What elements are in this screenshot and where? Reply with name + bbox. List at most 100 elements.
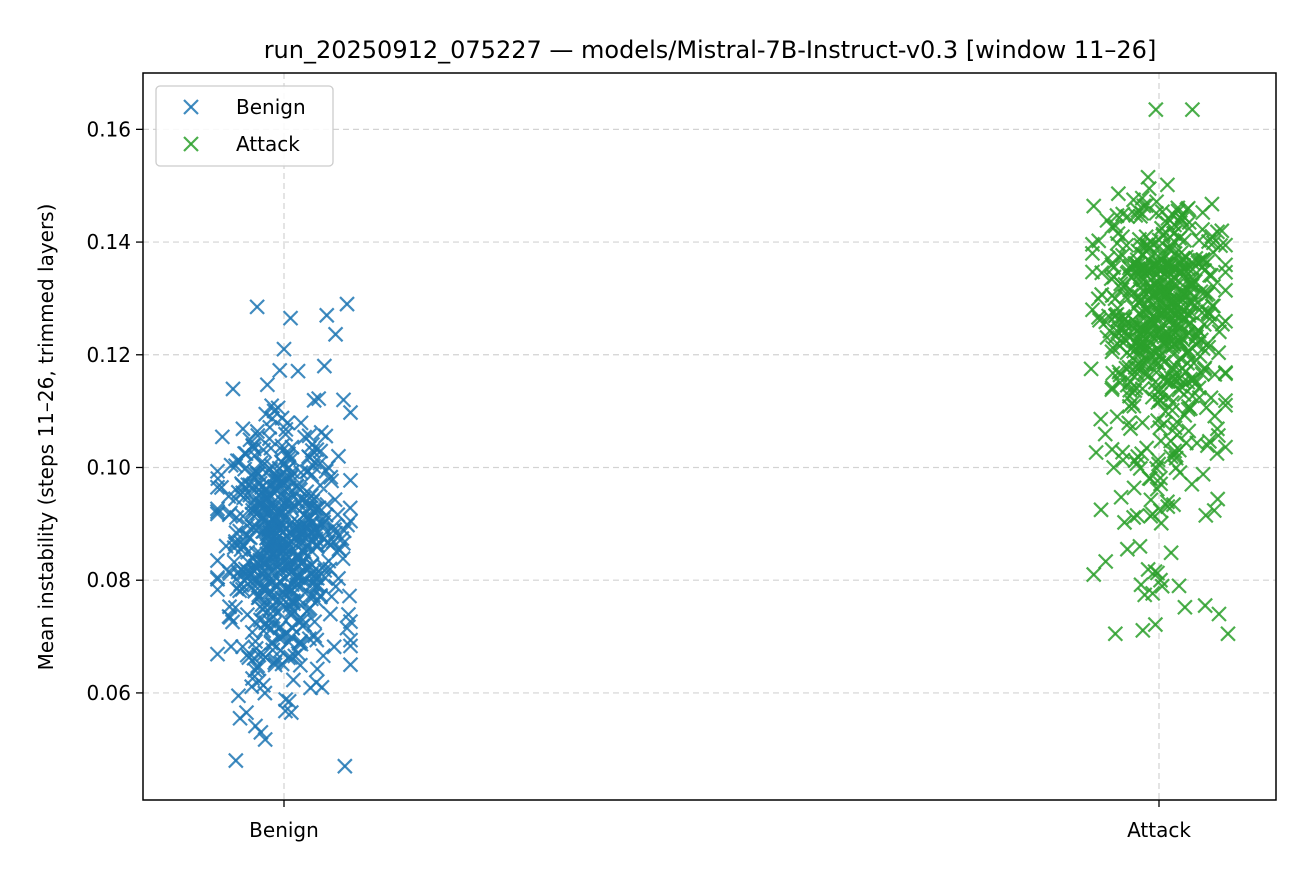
data-point-benign <box>268 578 284 595</box>
data-point-benign <box>235 421 251 437</box>
data-point-benign <box>257 685 273 701</box>
data-point-benign <box>340 606 357 623</box>
legend-label-attack: Attack <box>236 132 300 156</box>
data-point-attack <box>1200 233 1217 250</box>
data-point-attack <box>1088 444 1104 461</box>
data-point-attack <box>1172 350 1188 367</box>
data-point-benign <box>293 415 309 431</box>
data-point-attack <box>1214 223 1230 239</box>
data-point-benign <box>263 397 280 414</box>
data-point-attack <box>1094 265 1110 281</box>
data-point-attack <box>1118 289 1134 305</box>
data-point-attack <box>1209 491 1226 507</box>
data-point-benign <box>257 503 274 520</box>
data-point-attack <box>1217 364 1234 381</box>
data-point-benign <box>277 691 294 708</box>
data-point-benign <box>213 479 230 496</box>
data-point-attack <box>1133 237 1149 254</box>
data-point-benign <box>309 576 325 592</box>
data-point-benign <box>342 656 359 673</box>
data-point-benign <box>256 455 273 472</box>
data-point-attack <box>1197 284 1213 300</box>
data-point-benign <box>249 660 266 677</box>
legend-frame <box>155 85 334 167</box>
data-point-benign <box>342 638 359 654</box>
data-point-benign <box>326 521 343 538</box>
data-point-attack <box>1090 309 1107 326</box>
data-point-benign <box>293 464 309 481</box>
legend-x-attack <box>183 136 199 152</box>
data-point-benign <box>236 461 253 477</box>
data-point-benign <box>209 569 226 586</box>
data-point-benign <box>319 496 335 513</box>
data-point-benign <box>318 463 334 479</box>
y-tick-label: 0.16 <box>86 117 131 141</box>
data-point-benign <box>257 615 274 631</box>
data-point-attack <box>1128 315 1144 332</box>
data-point-attack <box>1114 247 1131 264</box>
data-point-attack <box>1105 459 1122 476</box>
data-point-attack <box>1104 343 1120 360</box>
data-point-benign <box>249 423 266 440</box>
data-point-attack <box>1164 333 1180 350</box>
data-point-benign <box>209 503 226 520</box>
data-point-attack <box>1110 185 1127 202</box>
data-point-attack <box>1085 566 1102 583</box>
data-point-benign <box>244 502 261 519</box>
data-point-benign <box>247 558 264 574</box>
data-point-attack <box>1161 283 1177 299</box>
data-point-benign <box>337 758 353 774</box>
data-point-attack <box>1217 439 1234 455</box>
data-point-benign <box>296 429 313 445</box>
y-tick-label: 0.10 <box>86 455 131 479</box>
data-point-attack <box>1157 257 1174 273</box>
data-point-attack <box>1143 334 1160 350</box>
data-point-benign <box>267 657 283 673</box>
data-point-attack <box>1121 359 1137 376</box>
data-point-attack <box>1104 340 1121 356</box>
data-point-attack <box>1179 286 1195 302</box>
data-point-benign <box>306 613 323 630</box>
data-point-benign <box>209 646 226 662</box>
data-point-benign <box>209 506 226 522</box>
data-point-benign <box>290 363 306 379</box>
data-point-benign <box>309 524 326 541</box>
data-point-benign <box>271 362 288 379</box>
data-point-benign <box>252 546 269 562</box>
data-point-benign <box>310 390 327 407</box>
data-point-benign <box>306 454 323 470</box>
data-point-attack <box>1172 256 1189 272</box>
data-point-attack <box>1194 221 1211 238</box>
data-point-attack <box>1209 445 1225 462</box>
data-point-benign <box>218 538 234 554</box>
data-point-attack <box>1098 314 1114 330</box>
data-point-benign <box>223 638 239 655</box>
data-point-attack <box>1146 275 1163 291</box>
data-point-benign <box>306 628 323 644</box>
data-point-attack <box>1097 426 1114 442</box>
data-point-attack <box>1135 622 1151 639</box>
data-point-benign <box>289 566 306 583</box>
data-point-attack <box>1147 616 1164 633</box>
data-point-attack <box>1217 282 1234 299</box>
data-point-attack <box>1084 245 1101 262</box>
data-point-attack <box>1114 206 1131 222</box>
data-point-attack <box>1194 366 1211 382</box>
data-point-benign <box>294 492 311 509</box>
data-point-benign <box>326 639 342 655</box>
data-point-benign <box>290 520 307 536</box>
data-point-attack <box>1220 625 1236 642</box>
data-point-attack <box>1201 433 1218 450</box>
data-point-benign <box>250 589 266 606</box>
data-point-attack <box>1155 226 1172 242</box>
data-point-attack <box>1142 508 1159 525</box>
data-point-attack <box>1160 498 1176 515</box>
data-point-attack <box>1104 441 1120 458</box>
data-point-benign <box>316 358 333 374</box>
data-point-attack <box>1206 502 1223 519</box>
data-point-attack <box>1162 433 1179 449</box>
data-point-attack <box>1144 585 1161 602</box>
y-tick-label: 0.14 <box>86 230 131 254</box>
data-point-attack <box>1159 256 1176 273</box>
data-point-attack <box>1211 606 1227 622</box>
